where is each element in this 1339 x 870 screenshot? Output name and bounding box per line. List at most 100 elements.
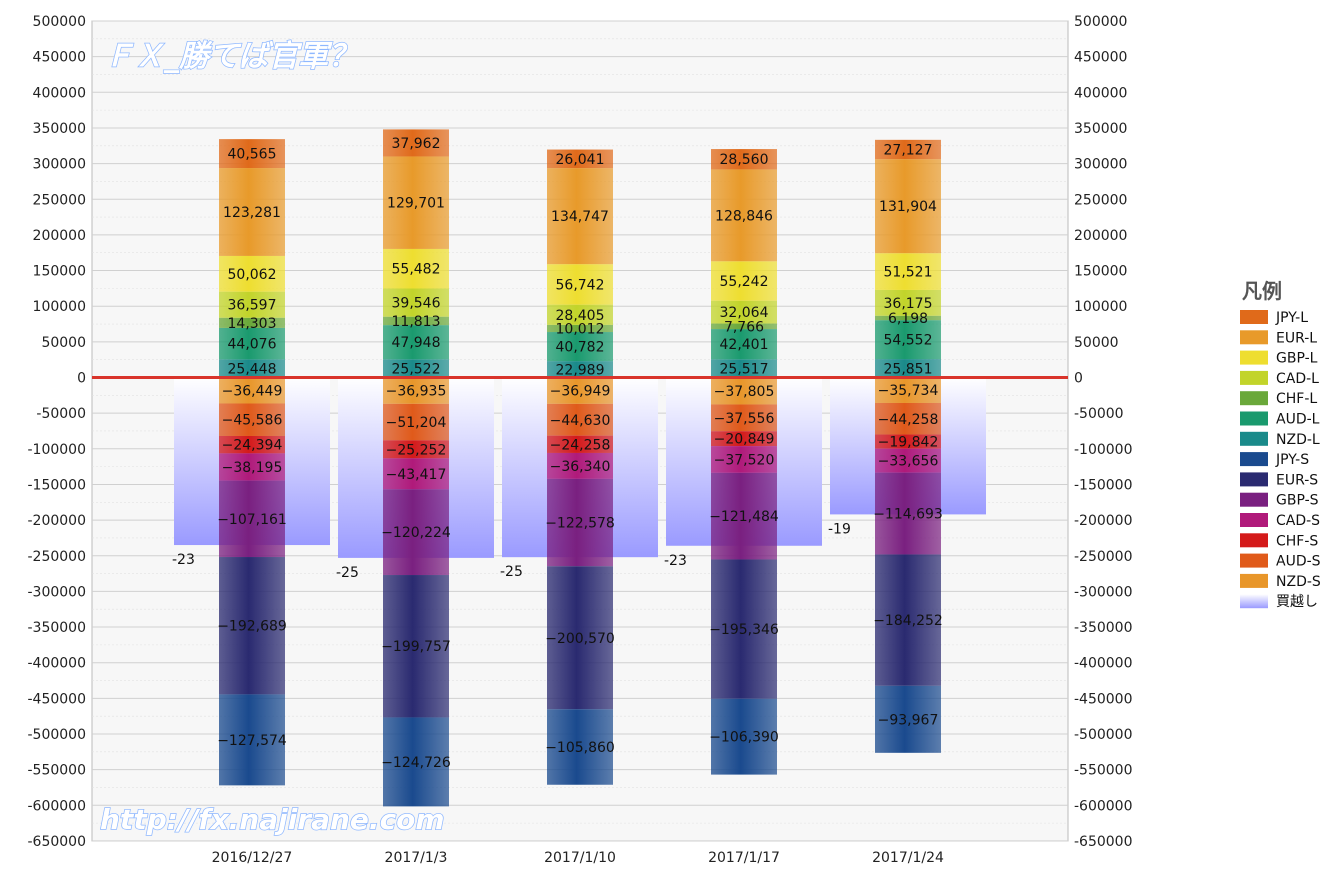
legend-swatch: [1240, 573, 1268, 588]
bar-segment-jpy-l: [383, 129, 449, 157]
bar-segment-cad-s: [219, 453, 285, 481]
y-tick-label: -150000: [28, 477, 87, 493]
y-tick-label-right: 400000: [1074, 85, 1127, 101]
y-tick-label-right: 250000: [1074, 192, 1127, 208]
bar-label: 56,742: [556, 277, 605, 293]
bar-label: −51,204: [386, 415, 447, 431]
bar-label: 131,904: [879, 199, 937, 215]
legend-swatch: [1240, 431, 1268, 446]
legend-item-label: CAD-L: [1276, 371, 1319, 387]
x-tick-label: 2017/1/10: [544, 850, 616, 866]
bar-label: −195,346: [709, 622, 779, 638]
bar-segment-eur-l: [711, 169, 777, 262]
legend-swatch: [1240, 452, 1268, 467]
bar-label: 36,175: [884, 296, 933, 312]
bar-segment-nzd-s: [547, 377, 613, 404]
net-bar-label: -19: [828, 521, 851, 537]
legend-item-label: NZD-L: [1276, 432, 1320, 448]
x-tick-label: 2017/1/24: [872, 850, 944, 866]
y-tick-label: -500000: [28, 727, 87, 743]
bar-segment-gbp-l: [875, 253, 941, 290]
bar-segment-cad-l: [219, 291, 285, 318]
bar-label: 40,565: [228, 147, 277, 163]
legend-swatch: [1240, 350, 1268, 365]
bar-segment-nzd-l: [875, 359, 941, 378]
bar-segment-aud-l: [547, 332, 613, 362]
bar-label: 28,560: [720, 152, 769, 168]
y-tick-label-right: -600000: [1074, 798, 1133, 814]
legend-item-label: GBP-S: [1276, 493, 1319, 509]
y-tick-label-right: 500000: [1074, 14, 1127, 30]
bar-segment-chf-l: [547, 324, 613, 333]
bar-label: 42,401: [720, 337, 769, 353]
legend-swatch: [1240, 330, 1268, 345]
y-tick-label: -450000: [28, 691, 87, 707]
bar-segment-nzd-l: [219, 359, 285, 378]
y-tick-label-right: -500000: [1074, 727, 1133, 743]
bar-label: 25,851: [884, 361, 933, 377]
y-tick-label-right: 50000: [1074, 335, 1119, 351]
bar-label: 55,482: [392, 262, 441, 278]
bar-segment-chf-s: [219, 435, 285, 454]
bar-segment-aud-s: [875, 402, 941, 435]
bar-segment-nzd-l: [711, 359, 777, 378]
bar-segment-jpy-l: [875, 139, 941, 160]
bar-segment-aud-l: [219, 327, 285, 360]
net-bar-label: -25: [500, 564, 523, 580]
bar-label: −105,860: [545, 740, 615, 756]
y-tick-label: -300000: [28, 584, 87, 600]
y-tick-label: -600000: [28, 798, 87, 814]
bar-segment-jpy-l: [219, 139, 285, 169]
y-tick-label: 250000: [33, 192, 86, 208]
bar-segment-nzd-l: [547, 361, 613, 378]
legend-item-label: AUD-L: [1276, 412, 1320, 428]
bar-label: −35,734: [878, 383, 939, 399]
net-bar-label: -23: [664, 553, 687, 569]
y-tick-label: -200000: [28, 513, 87, 529]
bar-segment-aud-l: [875, 320, 941, 360]
bar-label: 25,517: [720, 361, 769, 377]
bar-segment-gbp-l: [383, 248, 449, 289]
bar-segment-aud-s: [547, 403, 613, 436]
bar-segment-chf-l: [875, 315, 941, 321]
bar-segment-nzd-l: [383, 359, 449, 378]
bar-segment-chf-l: [383, 316, 449, 326]
bar-label: −37,520: [714, 452, 775, 468]
x-tick-label: 2017/1/17: [708, 850, 780, 866]
bar-label: −43,417: [386, 467, 447, 483]
bar-segment-chf-s: [711, 431, 777, 447]
bar-label: −200,570: [545, 631, 615, 647]
legend-item-label: GBP-L: [1276, 351, 1318, 367]
bar-segment-jpy-s: [547, 709, 613, 785]
bar-label: 37,962: [392, 136, 441, 152]
bar-label: 25,448: [228, 361, 277, 377]
bar-label: −44,258: [878, 412, 939, 428]
bar-segment-cad-s: [383, 458, 449, 490]
legend-item-label: EUR-S: [1276, 472, 1318, 488]
y-tick-label: 500000: [33, 14, 86, 30]
bar-segment-eur-l: [547, 168, 613, 265]
bar-segment-jpy-s: [383, 717, 449, 807]
net-bar-label: -25: [336, 565, 359, 581]
bar-segment-eur-l: [875, 159, 941, 254]
bar-segment-eur-l: [219, 168, 285, 256]
bar-segment-gbp-s: [383, 489, 449, 576]
bar-segment-cad-l: [875, 289, 941, 316]
y-tick-label: 50000: [41, 335, 86, 351]
y-tick-label-right: -100000: [1074, 442, 1133, 458]
bar-segment-eur-l: [383, 156, 449, 249]
stacked-bars: [219, 129, 941, 807]
bar-label: −36,340: [550, 459, 611, 475]
legend-item-label: EUR-L: [1276, 330, 1317, 346]
bar-segment-cad-s: [875, 448, 941, 473]
bar-segment-chf-s: [875, 434, 941, 449]
bar-segment-jpy-l: [547, 149, 613, 169]
bar-label: 50,062: [228, 267, 277, 283]
legend-item-label: 買越し: [1276, 594, 1318, 610]
y-tick-label-right: -650000: [1074, 834, 1133, 850]
bar-segment-gbp-l: [547, 264, 613, 305]
bar-label: 14,303: [228, 316, 277, 332]
y-tick-label: -250000: [28, 549, 87, 565]
bar-segment-eur-s: [219, 557, 285, 695]
legend: 凡例 JPY-L EUR-L GBP-L CAD-L CHF-L AUD-L NZD-L JP…: [1240, 279, 1321, 610]
